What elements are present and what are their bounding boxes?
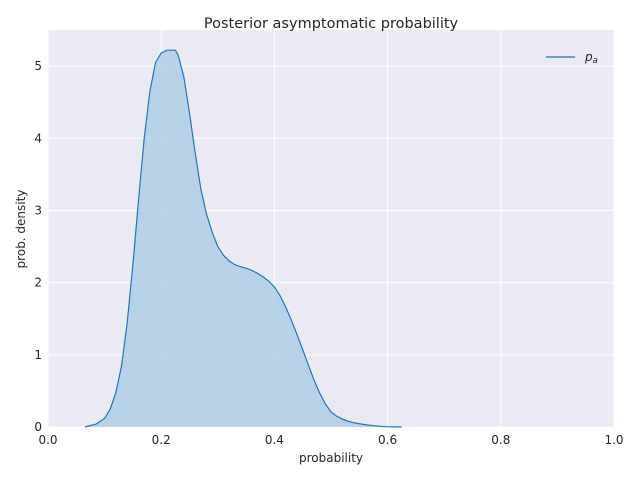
y-tick-label: 2 — [34, 276, 42, 290]
x-tick-label: 0.2 — [152, 433, 171, 447]
x-tick-label: 0.4 — [265, 433, 284, 447]
x-tick-label: 1.0 — [604, 433, 623, 447]
y-axis-label: prob. density — [14, 190, 28, 269]
legend-label-p-a: pa — [584, 50, 598, 66]
y-tick-label: 4 — [34, 131, 42, 145]
y-tick-label: 5 — [34, 59, 42, 73]
legend-label-subscript: a — [593, 56, 598, 66]
y-tick-label: 0 — [34, 420, 42, 434]
density-line — [84, 49, 402, 428]
legend-label-main: p — [584, 50, 593, 64]
series-layer — [84, 49, 402, 428]
x-axis-label: probability — [299, 451, 363, 465]
y-tick-label: 3 — [34, 203, 42, 217]
x-tick-label: 0.6 — [378, 433, 397, 447]
tick-labels: 0.0 0.2 0.4 0.6 0.8 1.0 0 1 2 3 4 5 — [34, 59, 623, 447]
density-area-fill — [84, 50, 402, 428]
legend: pa — [546, 50, 598, 66]
x-tick-label: 0.8 — [491, 433, 510, 447]
chart-title: Posterior asymptomatic probability — [204, 16, 459, 32]
x-tick-label: 0.0 — [38, 433, 57, 447]
y-tick-label: 1 — [34, 348, 42, 362]
